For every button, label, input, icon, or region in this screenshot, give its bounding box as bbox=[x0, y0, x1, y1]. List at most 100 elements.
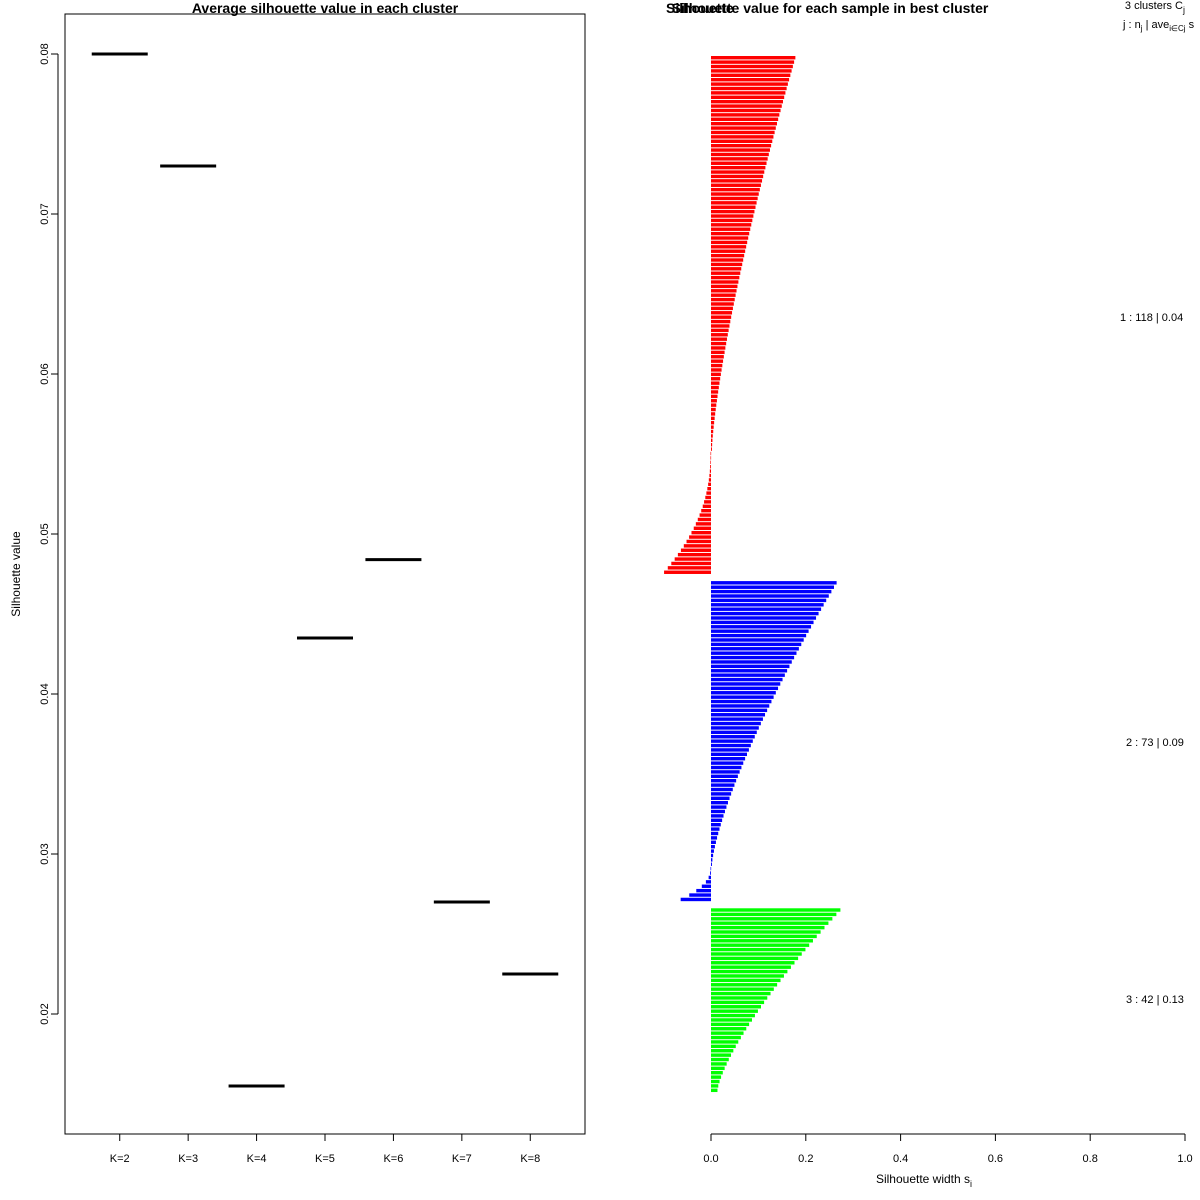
silhouette-bar bbox=[680, 548, 711, 552]
silhouette-bar bbox=[711, 844, 715, 849]
silhouette-bar bbox=[711, 214, 754, 218]
silhouette-bar bbox=[711, 849, 714, 853]
silhouette-bar bbox=[711, 209, 755, 214]
right-x-axis-label-main: Silhouette width s bbox=[876, 1172, 970, 1186]
silhouette-bar bbox=[711, 598, 827, 603]
silhouette-bar bbox=[711, 717, 763, 721]
silhouette-bar bbox=[711, 429, 714, 434]
silhouette-bar bbox=[711, 594, 829, 598]
silhouette-bar bbox=[711, 1027, 747, 1031]
silhouette-bar bbox=[711, 64, 793, 69]
silhouette-bar bbox=[711, 831, 719, 836]
left-y-tick-label: 0.08 bbox=[39, 43, 51, 64]
silhouette-bar bbox=[702, 504, 711, 509]
silhouette-bar bbox=[711, 183, 761, 187]
right-x-tick-label: 0.2 bbox=[798, 1153, 813, 1165]
silhouette-bar bbox=[711, 1057, 729, 1062]
silhouette-bar bbox=[711, 836, 718, 840]
silhouette-bar bbox=[711, 1005, 761, 1009]
right-x-axis-label-sub: i bbox=[970, 1179, 972, 1189]
silhouette-bar bbox=[711, 765, 742, 770]
silhouette-bar bbox=[711, 425, 714, 429]
silhouette-bar bbox=[711, 447, 712, 451]
silhouette-bar bbox=[711, 952, 802, 956]
silhouette-bar bbox=[710, 456, 712, 460]
silhouette-bar bbox=[711, 253, 745, 258]
silhouette-bar bbox=[711, 673, 785, 677]
silhouette-bar bbox=[711, 359, 724, 363]
silhouette-bar bbox=[711, 743, 751, 748]
silhouette-bar bbox=[705, 880, 711, 884]
silhouette-bars bbox=[664, 56, 841, 1093]
legend-header-line2-b: | ave bbox=[1143, 19, 1170, 31]
left-average-marks bbox=[91, 52, 559, 1088]
silhouette-bar bbox=[711, 853, 714, 858]
silhouette-bar bbox=[711, 633, 807, 638]
silhouette-bar bbox=[711, 792, 732, 796]
silhouette-bar bbox=[711, 616, 817, 620]
silhouette-bar bbox=[711, 443, 713, 447]
silhouette-bar bbox=[711, 1088, 718, 1093]
silhouette-bar bbox=[711, 82, 788, 86]
silhouette-bar bbox=[711, 302, 734, 306]
left-y-tick-label: 0.05 bbox=[39, 523, 51, 544]
right-x-tick-label: 0.4 bbox=[893, 1153, 908, 1165]
silhouette-bar bbox=[711, 205, 756, 209]
silhouette-bar bbox=[711, 223, 752, 227]
left-x-tick-label: K=4 bbox=[247, 1153, 267, 1165]
silhouette-bar bbox=[711, 315, 732, 319]
silhouette-bar bbox=[711, 943, 810, 947]
silhouette-bar bbox=[711, 805, 727, 809]
silhouette-bar bbox=[711, 925, 825, 930]
silhouette-bar bbox=[711, 726, 759, 730]
left-x-tick-label: K=6 bbox=[383, 1153, 403, 1165]
silhouette-bar bbox=[708, 478, 711, 482]
silhouette-bar bbox=[711, 280, 739, 284]
silhouette-bar bbox=[711, 748, 749, 752]
right-x-axis-label: Silhouette width si bbox=[876, 1172, 972, 1189]
silhouette-bar bbox=[711, 974, 784, 978]
silhouette-bar bbox=[711, 117, 779, 121]
silhouette-bar bbox=[711, 677, 783, 682]
silhouette-bar bbox=[709, 469, 711, 473]
silhouette-bar bbox=[711, 1053, 732, 1057]
silhouette-bar bbox=[711, 664, 790, 669]
legend-cluster-1: 1 : 118 | 0.04 bbox=[1120, 312, 1183, 324]
silhouette-bar bbox=[710, 464, 711, 469]
silhouette-bar bbox=[711, 787, 733, 792]
silhouette-bar bbox=[697, 517, 711, 522]
silhouette-bar bbox=[711, 603, 824, 607]
silhouette-bar bbox=[711, 99, 783, 104]
silhouette-bar bbox=[711, 908, 841, 912]
silhouette-bar bbox=[711, 947, 806, 952]
silhouette-bar bbox=[711, 245, 747, 249]
silhouette-bar bbox=[711, 800, 728, 805]
silhouette-bar bbox=[711, 333, 728, 337]
silhouette-bar bbox=[711, 390, 719, 394]
silhouette-bar bbox=[711, 939, 813, 943]
silhouette-bar bbox=[711, 651, 797, 655]
silhouette-bar bbox=[711, 271, 741, 275]
silhouette-bar bbox=[711, 355, 724, 359]
legend-header-line2-c: s bbox=[1186, 19, 1195, 31]
silhouette-bar bbox=[711, 284, 738, 289]
silhouette-bar bbox=[711, 1079, 720, 1084]
silhouette-bar bbox=[711, 289, 737, 293]
silhouette-bar bbox=[711, 912, 837, 917]
silhouette-bar bbox=[711, 930, 821, 934]
right-x-tick-label: 1.0 bbox=[1177, 1153, 1192, 1165]
silhouette-bar bbox=[689, 893, 711, 897]
left-y-tick-label: 0.04 bbox=[39, 683, 51, 704]
silhouette-bar bbox=[696, 888, 711, 893]
silhouette-bar bbox=[711, 996, 768, 1000]
left-y-axis: 0.02 0.03 0.04 0.05 0.06 0.07 0.08 bbox=[39, 43, 59, 1025]
silhouette-bar bbox=[711, 1018, 752, 1022]
silhouette-bar bbox=[711, 1035, 741, 1040]
silhouette-bar bbox=[711, 735, 755, 739]
right-x-tick-label: 0.8 bbox=[1083, 1153, 1098, 1165]
silhouette-bar bbox=[711, 757, 746, 761]
silhouette-bar bbox=[709, 473, 711, 478]
silhouette-bar bbox=[706, 491, 711, 495]
silhouette-bar bbox=[711, 104, 782, 108]
silhouette-bar bbox=[711, 686, 779, 691]
